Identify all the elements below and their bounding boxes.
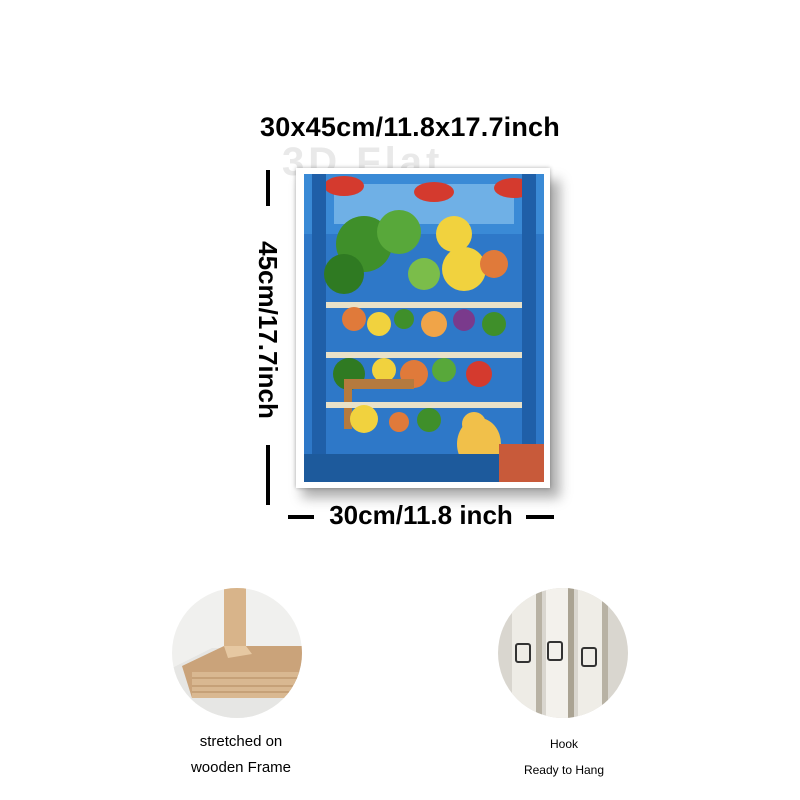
- height-dimension-label: 45cm/17.7inch: [253, 241, 283, 419]
- width-dimension-line-right: [526, 515, 554, 519]
- size-title: 30x45cm/11.8x17.7inch: [260, 112, 560, 142]
- hook-caption-line2: Ready to Hang: [523, 763, 605, 777]
- hanging-hook-icon: [498, 588, 628, 718]
- height-dimension-line-top: [266, 170, 270, 206]
- wooden-frame-corner-icon: [172, 588, 302, 718]
- hook-caption-line1: Hook: [549, 737, 578, 751]
- height-dimension-line-bottom: [266, 445, 270, 505]
- frame-caption-line1: stretched on: [199, 733, 283, 750]
- width-dimension-line-left: [288, 515, 314, 519]
- painting-image: [304, 174, 544, 482]
- frame-caption-line2: wooden Frame: [190, 759, 292, 776]
- width-dimension-label: 30cm/11.8 inch: [329, 500, 513, 530]
